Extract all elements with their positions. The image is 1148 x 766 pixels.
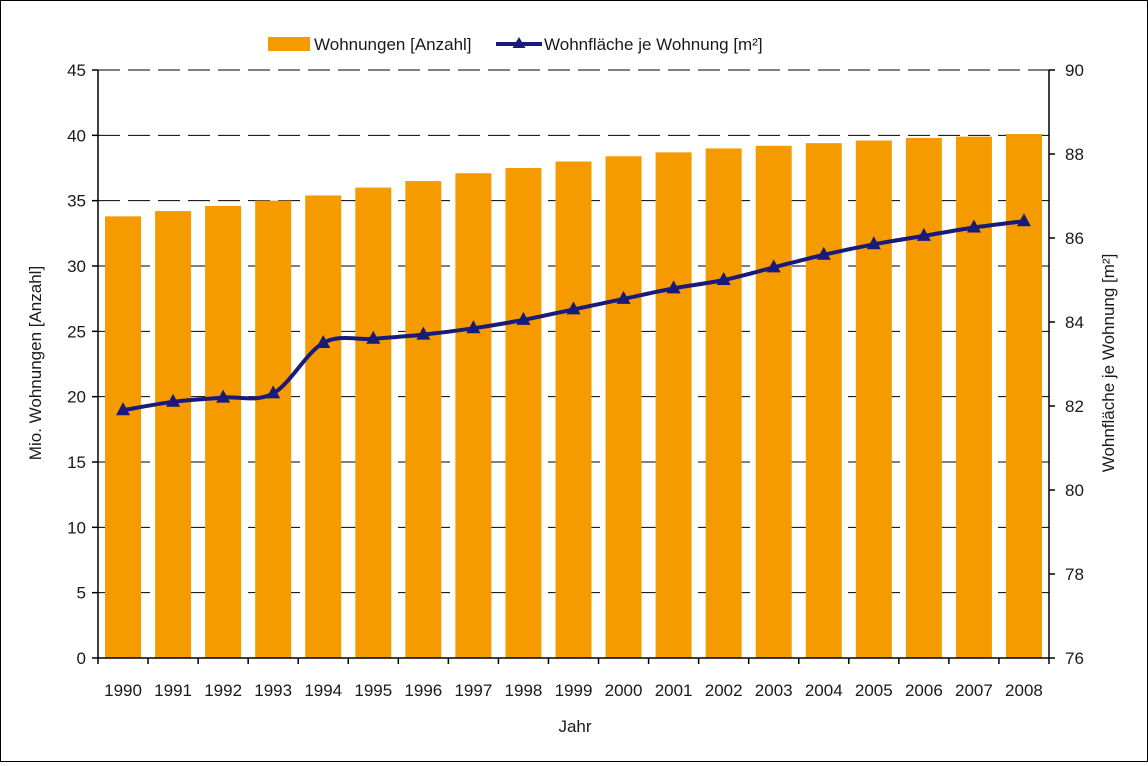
line-marker — [616, 290, 631, 304]
x-tick-label: 2001 — [655, 681, 693, 700]
bar — [255, 200, 292, 658]
y2-tick-label: 90 — [1065, 61, 1084, 80]
bar — [905, 137, 942, 659]
y2-tick-label: 80 — [1065, 481, 1084, 500]
y-tick-label: 10 — [67, 518, 86, 537]
y-tick-label: 20 — [67, 388, 86, 407]
line-marker — [566, 301, 581, 315]
line-marker — [366, 330, 381, 344]
line-marker — [916, 227, 931, 241]
line-marker — [166, 393, 181, 407]
line-marker — [716, 272, 731, 285]
bar — [455, 173, 492, 658]
line-marker — [266, 385, 281, 399]
legend-label-line: Wohnfläche je Wohnung [m²] — [544, 35, 763, 54]
x-tick-label: 1995 — [354, 681, 392, 700]
bar — [855, 140, 892, 658]
line-marker — [866, 236, 881, 250]
line-marker — [816, 246, 831, 260]
x-tick-label: 2005 — [855, 681, 893, 700]
y2-axis-title: Wohnfläche je Wohnung [m²] — [1099, 254, 1118, 473]
bar — [505, 168, 542, 658]
line-marker — [666, 280, 681, 294]
x-tick-label: 1997 — [454, 681, 492, 700]
y-axis-title: Mio. Wohnungen [Anzahl] — [26, 266, 45, 460]
y-tick-label: 30 — [67, 257, 86, 276]
bars — [105, 134, 1042, 659]
bar — [105, 216, 142, 658]
y2-tick-label: 78 — [1065, 565, 1084, 584]
y2-tick-label: 88 — [1065, 145, 1084, 164]
x-tick-label: 1999 — [555, 681, 593, 700]
y-tick-label: 40 — [67, 126, 86, 145]
x-axis-title: Jahr — [558, 717, 591, 736]
x-tick-label: 1994 — [304, 681, 342, 700]
line-marker — [216, 389, 231, 403]
line-marker — [766, 259, 781, 273]
y-tick-label: 0 — [77, 649, 86, 668]
bar — [355, 187, 392, 658]
y-tick-label: 15 — [67, 453, 86, 472]
bar — [705, 148, 742, 658]
x-tick-label: 2003 — [755, 681, 793, 700]
y-tick-label: 5 — [77, 584, 86, 603]
x-tick-label: 1991 — [154, 681, 192, 700]
x-tick-label: 2004 — [805, 681, 843, 700]
x-tick-label: 2008 — [1005, 681, 1043, 700]
y2-tick-label: 76 — [1065, 649, 1084, 668]
x-tick-label: 1996 — [404, 681, 442, 700]
bar — [205, 205, 242, 659]
bar — [655, 152, 692, 658]
x-tick-label: 1990 — [104, 681, 142, 700]
bar — [1005, 134, 1042, 658]
bar — [755, 145, 792, 658]
legend: Wohnungen [Anzahl] Wohnfläche je Wohnung… — [268, 35, 763, 54]
line-marker — [416, 326, 431, 340]
x-tick-label: 1993 — [254, 681, 292, 700]
bar — [555, 161, 592, 658]
line-marker — [466, 320, 481, 334]
x-tick-label: 1998 — [505, 681, 543, 700]
line-marker — [1016, 213, 1031, 227]
x-tick-label: 2007 — [955, 681, 993, 700]
bar — [155, 211, 192, 658]
y2-tick-label: 86 — [1065, 229, 1084, 248]
line-marker — [316, 335, 331, 348]
bar — [405, 181, 442, 659]
bar — [955, 136, 992, 658]
line-marker — [116, 402, 131, 416]
y-tick-label: 25 — [67, 322, 86, 341]
x-tick-label: 2006 — [905, 681, 943, 700]
legend-label-bars: Wohnungen [Anzahl] — [314, 35, 472, 54]
y2-tick-label: 84 — [1065, 313, 1084, 332]
y-tick-label: 35 — [67, 192, 86, 211]
axes: 0 5 10 15 20 25 30 35 40 45 76 78 80 82 84 86 88 90 1990 19… — [67, 61, 1084, 700]
bar — [805, 143, 842, 658]
x-tick-label: 2000 — [605, 681, 643, 700]
line-series — [116, 213, 1031, 416]
x-tick-label: 2002 — [705, 681, 743, 700]
legend-marker-line — [512, 37, 526, 48]
y-tick-label: 45 — [67, 61, 86, 80]
legend-swatch-bars — [268, 37, 310, 51]
bar — [305, 195, 342, 658]
bar — [605, 156, 642, 659]
y2-tick-label: 82 — [1065, 397, 1084, 416]
line-marker — [966, 219, 981, 233]
x-tick-label: 1992 — [204, 681, 242, 700]
line-marker — [516, 311, 531, 325]
